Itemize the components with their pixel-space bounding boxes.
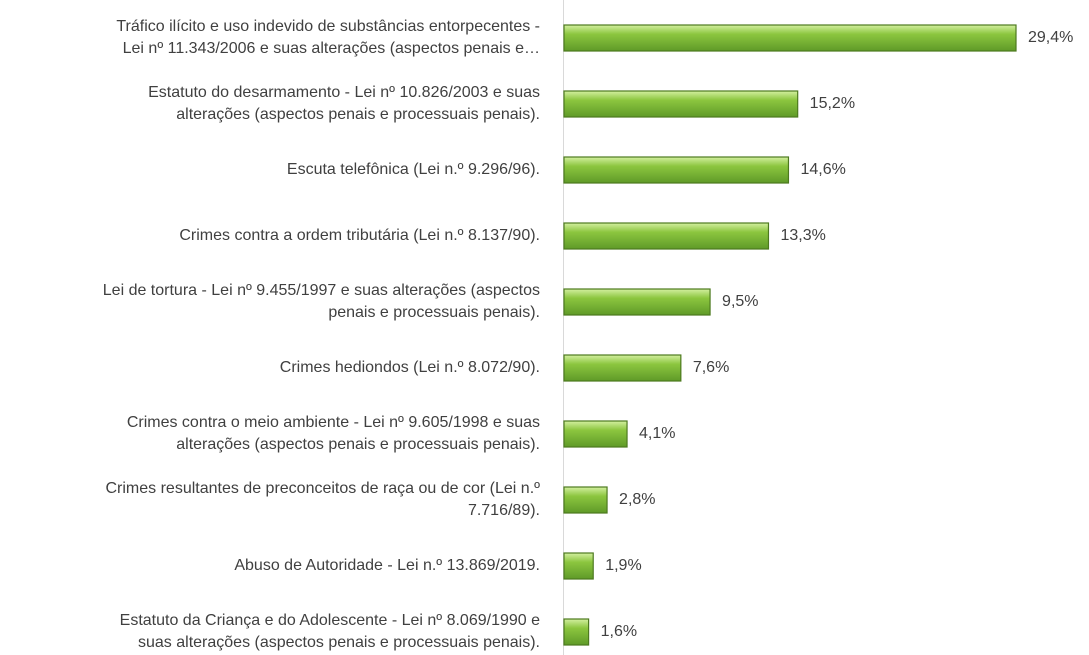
bar bbox=[563, 222, 770, 250]
category-label: Crimes resultantes de preconceitos de ra… bbox=[105, 480, 540, 519]
bar bbox=[563, 618, 590, 646]
value-label: 7,6% bbox=[692, 359, 730, 376]
value-label: 9,5% bbox=[722, 293, 759, 310]
value-label: 15,2% bbox=[809, 95, 856, 112]
value-label: 4,1% bbox=[639, 425, 676, 442]
category-label: Escuta telefônica (Lei n.º 9.296/96). bbox=[286, 161, 540, 178]
bar bbox=[563, 552, 594, 580]
category-label: Estatuto do desarmamento - Lei nº 10.826… bbox=[148, 84, 540, 123]
category-label: Lei de tortura - Lei nº 9.455/1997 e sua… bbox=[102, 282, 540, 321]
value-label: 13,3% bbox=[780, 227, 826, 244]
category-label: Crimes contra a ordem tributária (Lei n.… bbox=[179, 227, 540, 244]
bar bbox=[563, 354, 682, 382]
value-label: 2,8% bbox=[619, 491, 656, 508]
bar bbox=[563, 24, 1017, 52]
category-label: Estatuto da Criança e do Adolescente - L… bbox=[119, 612, 540, 651]
bar bbox=[563, 156, 790, 184]
category-label: Tráfico ilícito e uso indevido de substâ… bbox=[116, 18, 540, 57]
bar bbox=[563, 420, 628, 448]
category-label: Crimes contra o meio ambiente - Lei nº 9… bbox=[126, 414, 540, 453]
bar bbox=[563, 90, 799, 118]
category-label: Abuso de Autoridade - Lei n.º 13.869/201… bbox=[234, 557, 540, 574]
value-label: 1,6% bbox=[600, 623, 638, 640]
value-label: 14,6% bbox=[800, 161, 846, 178]
value-label: 29,4% bbox=[1028, 29, 1074, 46]
bar bbox=[563, 288, 711, 316]
value-label: 1,9% bbox=[605, 557, 642, 574]
category-label: Crimes hediondos (Lei n.º 8.072/90). bbox=[279, 359, 540, 376]
bar bbox=[563, 486, 608, 514]
